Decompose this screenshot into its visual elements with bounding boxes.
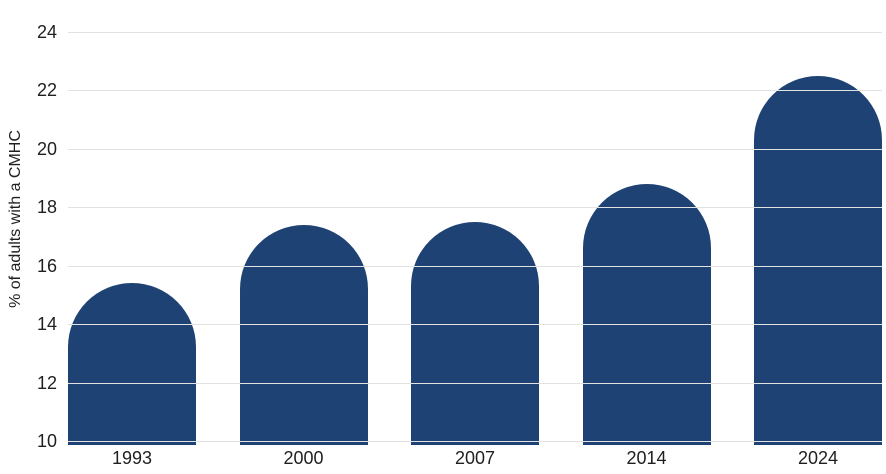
y-tick-label-14: 14 xyxy=(36,314,57,335)
y-tick-label-18: 18 xyxy=(36,197,57,218)
y-tick-label-16: 16 xyxy=(36,255,57,276)
x-tick-label-2014: 2014 xyxy=(626,448,667,468)
x-tick-label-2000: 2000 xyxy=(283,448,324,468)
gridline-y-12 xyxy=(68,382,882,384)
plot-area xyxy=(68,32,882,445)
gridline-y-18 xyxy=(68,207,882,209)
x-axis-labels: 1993 2000 2007 2014 2024 xyxy=(68,448,882,469)
bar-2014 xyxy=(582,183,711,445)
bar-2000 xyxy=(239,224,368,445)
gridline-y-20 xyxy=(68,148,882,150)
gridline-y-16 xyxy=(68,265,882,267)
gridline-y-22 xyxy=(68,90,882,92)
y-tick-label-24: 24 xyxy=(36,22,57,42)
x-tick-label-2007: 2007 xyxy=(454,448,496,468)
gridline-y-24 xyxy=(68,32,882,33)
x-tick-label-1993: 1993 xyxy=(111,448,153,468)
y-tick-label-22: 22 xyxy=(36,80,57,101)
y-tick-label-12: 12 xyxy=(36,372,57,393)
y-tick-label-10: 10 xyxy=(36,431,57,451)
bar-2024 xyxy=(754,75,882,445)
bar-1993 xyxy=(68,283,196,445)
x-tick-label-2024: 2024 xyxy=(797,448,839,468)
bar-2007 xyxy=(411,221,539,445)
gridline-y-14 xyxy=(68,324,882,326)
gridline-y-10 xyxy=(68,441,882,442)
y-tick-label-20: 20 xyxy=(36,138,57,159)
